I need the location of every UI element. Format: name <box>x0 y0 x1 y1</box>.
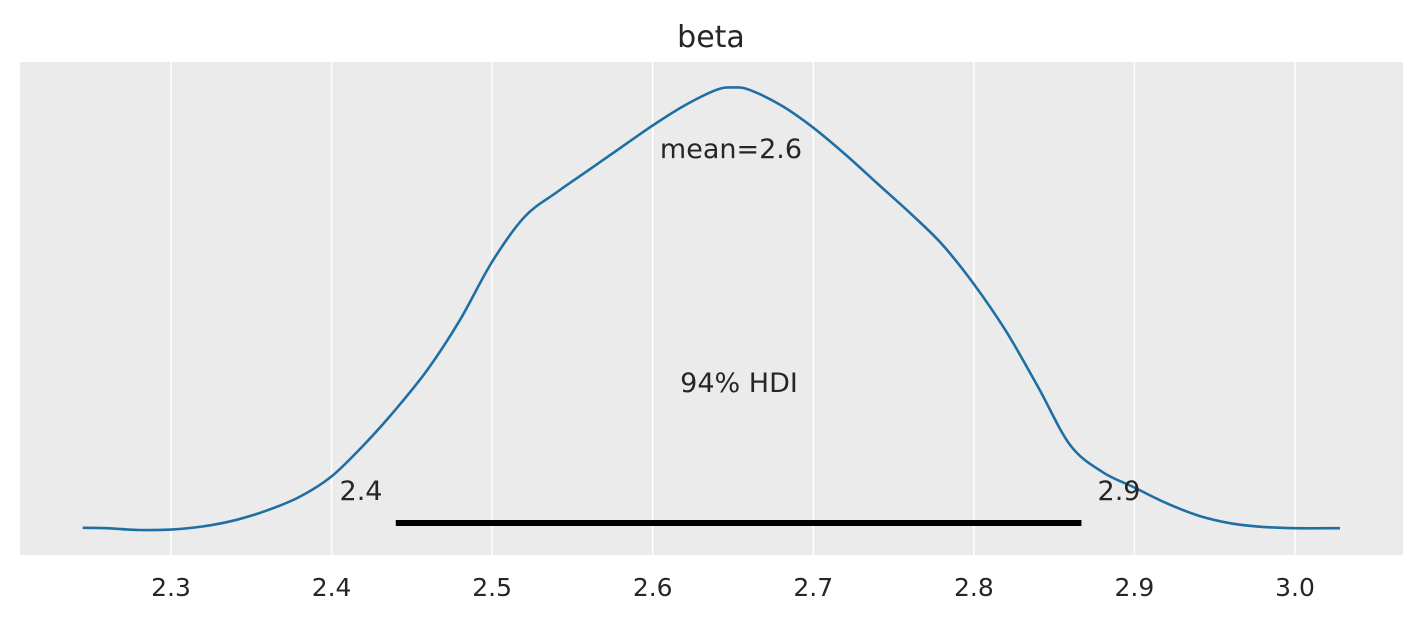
hdi-annotation: 94% HDI <box>680 368 798 399</box>
density-curve-group <box>82 86 1341 532</box>
x-tick-label: 2.6 <box>633 573 673 602</box>
hdi-low-label: 2.4 <box>340 476 383 507</box>
x-tick-label: 2.9 <box>1115 573 1155 602</box>
density-line <box>82 86 1341 532</box>
x-tick-label: 3.0 <box>1275 573 1315 602</box>
x-tick-label: 2.7 <box>793 573 833 602</box>
x-tick-label: 2.3 <box>151 573 191 602</box>
mean-annotation: mean=2.6 <box>660 134 802 165</box>
x-tick-label: 2.8 <box>954 573 994 602</box>
plot-area <box>20 62 1403 555</box>
hdi-high-label: 2.9 <box>1098 476 1141 507</box>
x-axis-ticks: 2.3 2.4 2.5 2.6 2.7 2.8 2.9 3.0 <box>151 573 1315 602</box>
grid-lines <box>170 62 1296 555</box>
hdi-group: 2.4 2.9 <box>340 476 1141 526</box>
x-tick-label: 2.4 <box>312 573 352 602</box>
chart-title: beta <box>677 20 745 55</box>
x-tick-label: 2.5 <box>472 573 512 602</box>
